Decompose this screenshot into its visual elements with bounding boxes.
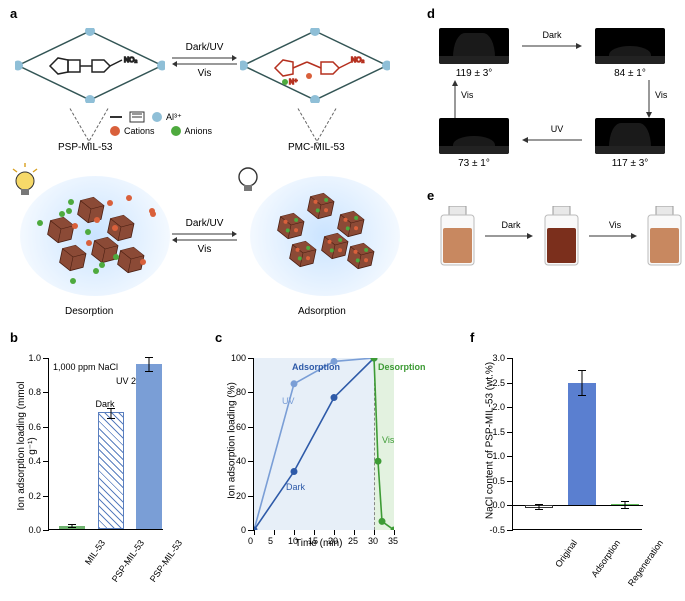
ca-arrow-bottom: UV <box>537 124 577 134</box>
ca-arrow-right: Vis <box>655 90 667 100</box>
bottle-arrow1: Dark <box>491 220 531 230</box>
top-arrow-dark: Dark/UV <box>172 42 237 53</box>
chart-c: Ion adsorption loading (%) 0204060801000… <box>215 350 405 575</box>
bulb-off-icon <box>235 163 261 196</box>
chart-b-title: 1,000 ppm NaCl <box>53 362 118 372</box>
svg-text:N⁺: N⁺ <box>289 79 298 86</box>
contact-angle-panel: 119 ± 3° 84 ± 1° 73 ± 1° 117 ± 3° Dark V… <box>427 28 677 183</box>
legend-a: Al³⁺ CationsAnions <box>110 110 300 136</box>
chart-f: NaCl content of PSP-MIL-53 (wt.%) -0.50.… <box>470 350 670 575</box>
psp-label: PSP-MIL-53 <box>58 142 112 153</box>
ca-arrow-top: Dark <box>527 30 577 40</box>
svg-text:NO₂: NO₂ <box>351 57 365 64</box>
label-a: a <box>10 6 17 21</box>
ca-arrow-left: Vis <box>461 90 473 100</box>
label-f: f <box>470 330 474 345</box>
bottle-panel: Dark Vis <box>427 200 677 290</box>
chart-b: Ion adsorption loading (mmol g⁻¹) 1,000 … <box>10 350 175 575</box>
adsorption-label: Adsorption <box>298 306 346 317</box>
desorption-label: Desorption <box>65 306 113 317</box>
pmc-label: PMC-MIL-53 <box>288 142 345 153</box>
schematic-a: NO₂ NO₂ N⁺ Dark/UV Vis Al³⁺ CationsAnion… <box>10 28 390 318</box>
chart-c-xlabel: Time (min) <box>295 538 342 549</box>
molecule-psp: NO₂ <box>40 46 140 86</box>
label-d: d <box>427 6 435 21</box>
molecule-pmc: NO₂ N⁺ <box>265 46 365 86</box>
bot-arrow-vis: Vis <box>172 244 237 255</box>
svg-text:NO₂: NO₂ <box>124 57 138 64</box>
label-c: c <box>215 330 222 345</box>
label-b: b <box>10 330 18 345</box>
top-arrow-vis: Vis <box>172 68 237 79</box>
bot-arrow-dark: Dark/UV <box>172 218 237 229</box>
bottle-arrow2: Vis <box>595 220 635 230</box>
